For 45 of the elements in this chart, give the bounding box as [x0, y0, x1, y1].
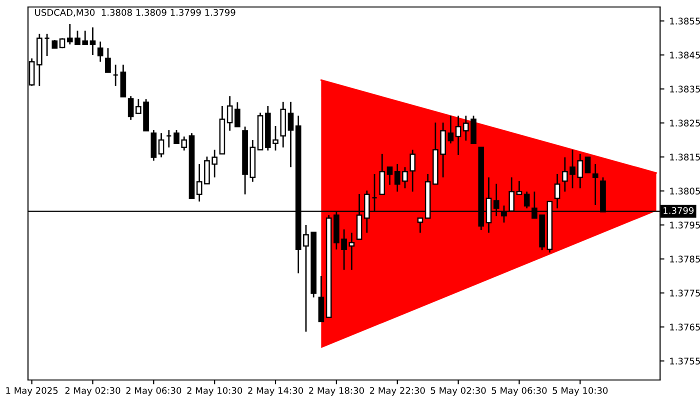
candlestick	[448, 115, 454, 144]
candlestick	[554, 173, 560, 209]
x-tick-label: 2 May 10:30	[187, 387, 242, 396]
x-tick-label: 2 May 14:30	[248, 387, 303, 396]
candlestick	[105, 47, 111, 73]
x-tick-label: 2 May 02:30	[65, 387, 120, 396]
candlestick	[417, 217, 424, 234]
y-tick-label: 1.3755	[670, 358, 700, 365]
candlestick	[584, 156, 591, 174]
candlestick	[348, 232, 355, 271]
x-tick-label: 5 May 02:30	[430, 387, 486, 396]
candlestick	[592, 163, 598, 206]
candlestick	[386, 166, 393, 186]
chart-title: USDCAD,M30 1.3808 1.3809 1.3799 1.3799	[35, 9, 236, 17]
y-tick-label: 1.3795	[670, 222, 700, 229]
y-tick-label: 1.3765	[670, 324, 700, 331]
y-tick-label: 1.3825	[670, 120, 700, 127]
x-tick-label: 2 May 18:30	[309, 387, 364, 396]
candlestick	[226, 95, 233, 132]
y-tick-label: 1.3835	[670, 86, 700, 93]
candlestick	[379, 153, 386, 196]
candlestick	[288, 101, 294, 168]
candlestick	[90, 26, 96, 56]
y-tick-label: 1.3805	[670, 188, 700, 195]
y-tick-label: 1.3775	[670, 290, 700, 297]
y-tick-label: 1.3785	[670, 256, 700, 263]
candlestick	[524, 190, 530, 209]
candlestick	[455, 115, 462, 156]
candlestick	[166, 129, 172, 148]
candlestick	[97, 40, 104, 62]
candlestick	[112, 64, 118, 87]
candlestick	[234, 102, 240, 128]
candlestick	[516, 180, 522, 196]
candlestick	[44, 33, 50, 57]
x-tick-label: 5 May 10:30	[552, 387, 608, 396]
y-tick-label: 1.3855	[670, 18, 700, 24]
x-tick-label: 2 May 06:30	[126, 387, 182, 396]
candlestick	[128, 95, 134, 121]
x-tick-label: 5 May 06:30	[492, 387, 547, 396]
ref-line-label: 1.3799	[664, 207, 694, 214]
x-tick-label: 2 May 22:30	[370, 387, 425, 396]
y-tick-label: 1.3845	[670, 52, 700, 58]
x-tick-label: 1 May 2025	[6, 387, 58, 396]
y-tick-label: 1.3815	[670, 154, 700, 161]
candlestick	[158, 132, 164, 158]
